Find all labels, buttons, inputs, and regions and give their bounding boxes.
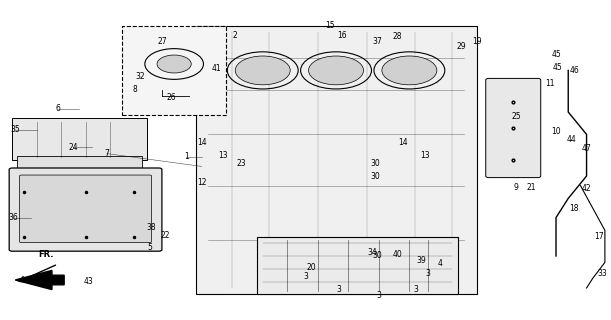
Text: 2: 2 bbox=[233, 31, 238, 40]
Text: 5: 5 bbox=[147, 244, 152, 252]
Text: 29: 29 bbox=[456, 42, 466, 51]
Text: 22: 22 bbox=[160, 231, 170, 240]
FancyBboxPatch shape bbox=[20, 175, 152, 243]
Text: 4: 4 bbox=[437, 260, 442, 268]
Text: 16: 16 bbox=[337, 31, 347, 40]
FancyBboxPatch shape bbox=[257, 237, 458, 294]
Text: 36: 36 bbox=[9, 213, 18, 222]
Text: 30: 30 bbox=[371, 159, 381, 168]
Text: 15: 15 bbox=[325, 21, 335, 30]
FancyBboxPatch shape bbox=[9, 168, 162, 251]
Text: 14: 14 bbox=[197, 138, 207, 147]
Text: 3: 3 bbox=[413, 285, 418, 294]
Text: 26: 26 bbox=[166, 93, 176, 102]
Text: 17: 17 bbox=[594, 232, 604, 241]
Text: 46: 46 bbox=[569, 66, 579, 75]
Text: 18: 18 bbox=[569, 204, 579, 212]
Text: 3: 3 bbox=[303, 272, 308, 281]
Text: 25: 25 bbox=[511, 112, 521, 121]
Text: 37: 37 bbox=[373, 37, 382, 46]
Text: 13: 13 bbox=[420, 151, 430, 160]
Text: 47: 47 bbox=[582, 144, 591, 153]
Text: 3: 3 bbox=[425, 269, 430, 278]
Text: 23: 23 bbox=[236, 159, 246, 168]
Text: 12: 12 bbox=[197, 178, 207, 187]
Circle shape bbox=[309, 56, 364, 85]
Text: 43: 43 bbox=[84, 277, 93, 286]
Text: 14: 14 bbox=[398, 138, 408, 147]
Text: 45: 45 bbox=[552, 63, 562, 72]
Text: 8: 8 bbox=[132, 85, 137, 94]
Polygon shape bbox=[15, 270, 64, 290]
Text: 39: 39 bbox=[417, 256, 426, 265]
Text: FR.: FR. bbox=[38, 250, 54, 259]
Text: 6: 6 bbox=[56, 104, 60, 113]
Circle shape bbox=[235, 56, 290, 85]
Circle shape bbox=[157, 55, 191, 73]
Text: 28: 28 bbox=[392, 32, 402, 41]
Text: 19: 19 bbox=[472, 37, 481, 46]
FancyBboxPatch shape bbox=[196, 26, 477, 294]
Text: 40: 40 bbox=[392, 250, 402, 259]
Text: 10: 10 bbox=[551, 127, 561, 136]
Text: 13: 13 bbox=[218, 151, 228, 160]
Text: 24: 24 bbox=[68, 143, 78, 152]
Text: 21: 21 bbox=[527, 183, 536, 192]
Text: 9: 9 bbox=[514, 183, 519, 192]
Text: 3: 3 bbox=[376, 292, 381, 300]
Text: 3: 3 bbox=[337, 285, 342, 294]
FancyBboxPatch shape bbox=[486, 78, 541, 178]
Circle shape bbox=[382, 56, 437, 85]
Text: 20: 20 bbox=[307, 263, 316, 272]
Text: 42: 42 bbox=[582, 184, 591, 193]
FancyBboxPatch shape bbox=[17, 156, 142, 170]
FancyBboxPatch shape bbox=[12, 118, 147, 160]
Text: 44: 44 bbox=[566, 135, 576, 144]
Text: 41: 41 bbox=[212, 64, 222, 73]
Text: 45: 45 bbox=[551, 50, 561, 59]
Text: 1: 1 bbox=[184, 152, 189, 161]
Text: 35: 35 bbox=[10, 125, 20, 134]
Text: 30: 30 bbox=[371, 172, 381, 180]
Text: 34: 34 bbox=[368, 248, 378, 257]
Text: 11: 11 bbox=[545, 79, 555, 88]
FancyBboxPatch shape bbox=[122, 26, 226, 115]
Text: 33: 33 bbox=[597, 269, 607, 278]
Text: 30: 30 bbox=[373, 252, 382, 260]
Text: 7: 7 bbox=[104, 149, 109, 158]
Text: 38: 38 bbox=[146, 223, 156, 232]
Text: 32: 32 bbox=[136, 72, 145, 81]
Text: 27: 27 bbox=[157, 37, 167, 46]
